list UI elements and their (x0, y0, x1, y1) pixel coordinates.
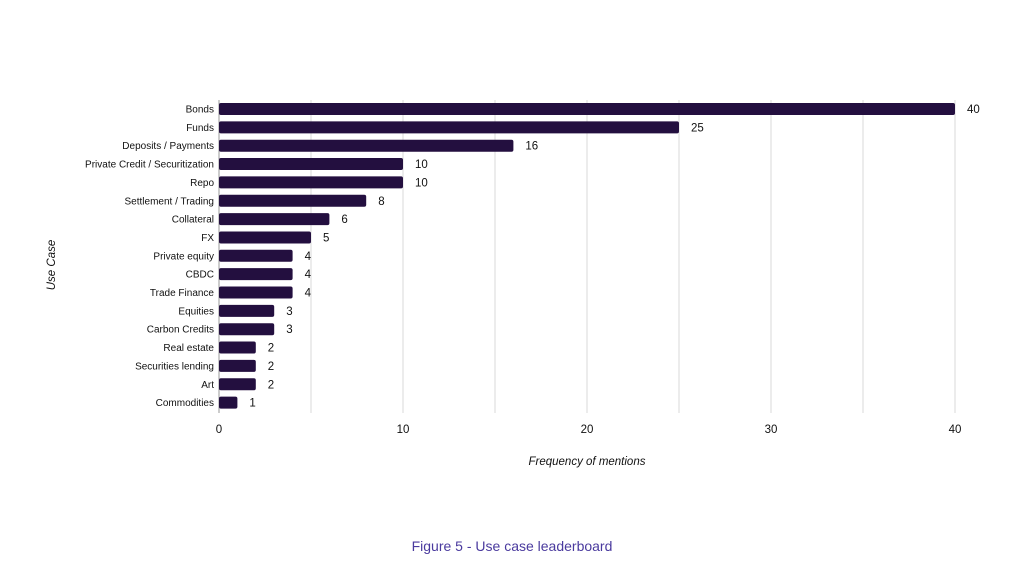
bar (219, 268, 293, 281)
category-label: Carbon Credits (147, 325, 214, 336)
data-label: 3 (286, 306, 292, 318)
category-label: Equities (178, 306, 214, 317)
x-tick-labels: 0 10 20 30 40 (216, 424, 962, 436)
bar (219, 213, 330, 226)
bar (219, 158, 403, 171)
category-label: CBDC (186, 270, 214, 281)
bar (219, 359, 256, 372)
data-label: 4 (305, 269, 312, 281)
figure-caption: Figure 5 - Use case leaderboard (411, 538, 613, 554)
x-axis-title: Frequency of mentions (529, 456, 646, 468)
data-label: 2 (268, 361, 274, 373)
category-label: Funds (186, 123, 214, 134)
category-label: Repo (190, 178, 214, 189)
x-tick-label: 10 (397, 424, 410, 436)
y-axis-title: Use Case (46, 240, 58, 291)
category-label: Deposits / Payments (122, 141, 214, 152)
data-label: 4 (305, 251, 312, 263)
data-label: 3 (286, 324, 292, 336)
data-label: 4 (305, 288, 312, 300)
bar (219, 194, 367, 207)
data-label: 40 (967, 104, 980, 116)
bar (219, 176, 403, 189)
data-label: 6 (341, 214, 347, 226)
category-label: Collateral (172, 215, 214, 226)
data-label: 10 (415, 177, 428, 189)
category-label: Real estate (163, 343, 214, 354)
category-label: Settlement / Trading (125, 196, 215, 207)
bar (219, 378, 256, 391)
category-label: Private equity (153, 251, 214, 262)
data-label: 2 (268, 343, 274, 355)
x-tick-label: 40 (949, 424, 962, 436)
bar (219, 139, 514, 152)
category-label: Art (201, 380, 214, 391)
data-label: 5 (323, 232, 329, 244)
bar (219, 396, 238, 409)
bar (219, 323, 275, 336)
bar (219, 103, 955, 115)
bar (219, 231, 311, 244)
data-label: 10 (415, 159, 428, 171)
bar (219, 286, 293, 299)
x-tick-label: 0 (216, 424, 222, 436)
data-label: 25 (691, 122, 704, 134)
category-label: Trade Finance (150, 288, 215, 299)
data-label: 1 (249, 398, 255, 410)
category-label: Commodities (156, 398, 214, 409)
category-label: Private Credit / Securitization (85, 160, 214, 171)
bar (219, 249, 293, 262)
category-label: Bonds (186, 105, 214, 116)
category-labels: Bonds Funds Deposits / Payments Private Cre… (85, 105, 214, 410)
data-label: 8 (378, 196, 384, 208)
bar (219, 341, 256, 354)
category-label: Securities lending (135, 361, 214, 372)
data-label: 2 (268, 379, 274, 391)
x-tick-label: 30 (765, 424, 778, 436)
x-tick-label: 20 (581, 424, 594, 436)
category-label: FX (201, 233, 214, 244)
bars (219, 103, 955, 409)
bar (219, 304, 275, 317)
data-label: 16 (525, 141, 538, 153)
bar (219, 121, 679, 134)
